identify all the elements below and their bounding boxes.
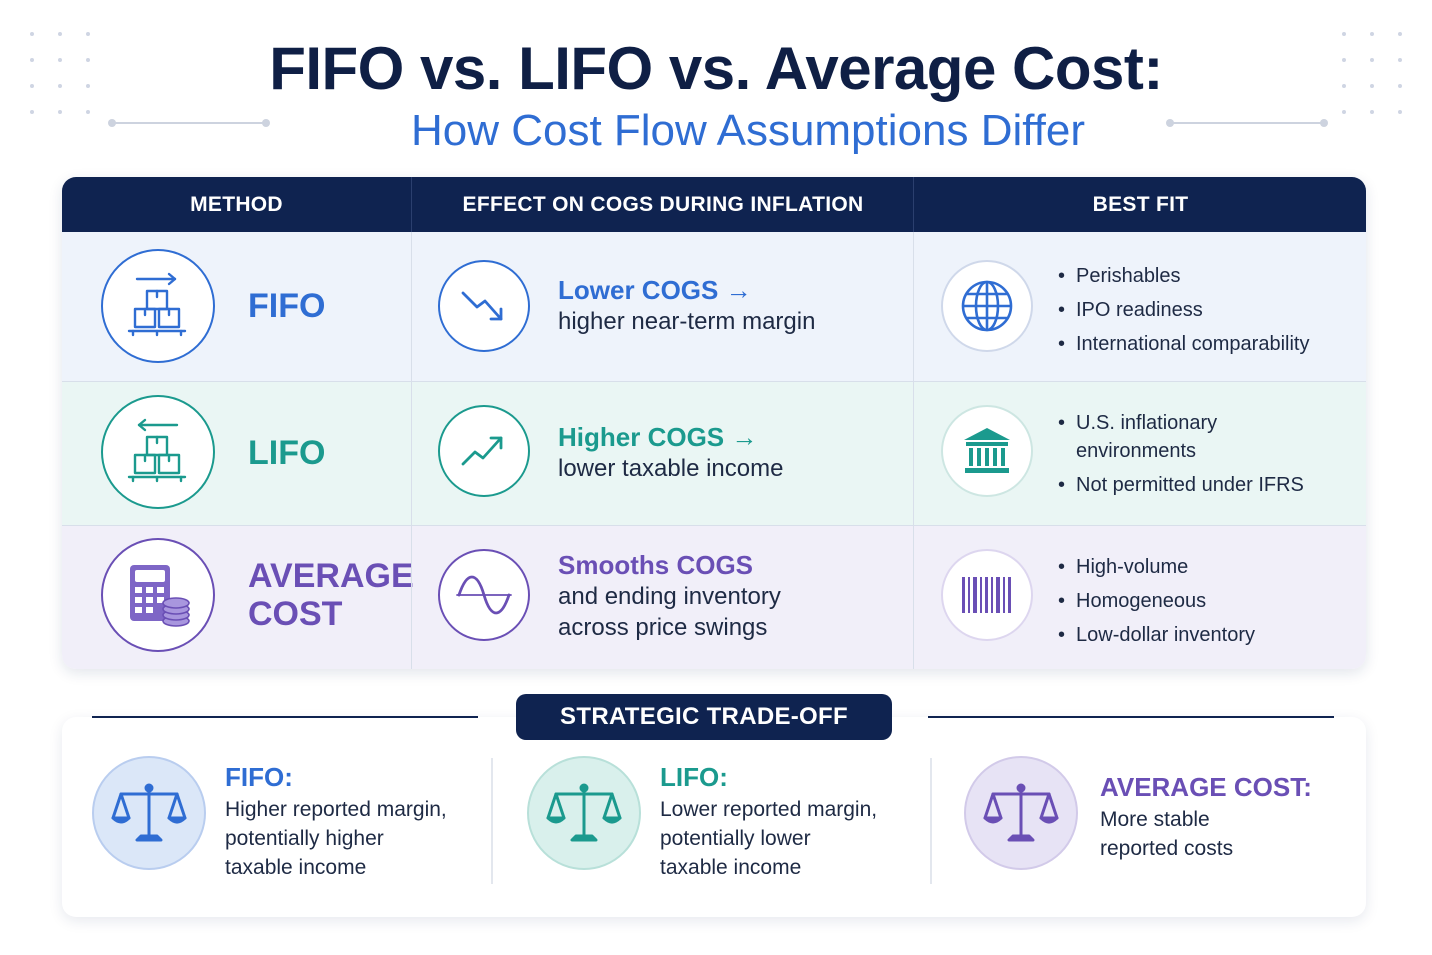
tradeoff-head-fifo: FIFO:	[225, 762, 293, 792]
calculator-coins-icon	[101, 538, 215, 652]
decorative-line-left	[108, 119, 270, 127]
effect-sub-average-cost: and ending inventory	[558, 583, 781, 610]
balance-scale-icon	[527, 756, 641, 870]
column-header-best-fit: BEST FIT	[913, 177, 1366, 232]
tradeoff-divider	[930, 758, 932, 884]
list-item: Not permitted under IFRS	[1058, 471, 1308, 499]
trend-down-icon	[438, 260, 530, 352]
column-header-method: METHOD	[190, 193, 283, 216]
list-item: Perishables	[1058, 262, 1348, 290]
effect-sub-lifo: lower taxable income	[558, 455, 784, 482]
balance-scale-icon	[92, 756, 206, 870]
trend-up-icon	[438, 405, 530, 497]
page-subtitle: How Cost Flow Assumptions Differ	[410, 106, 1086, 155]
tradeoff-head-lifo: LIFO:	[660, 762, 728, 792]
effect-head-average-cost: Smooths COGS	[558, 550, 754, 580]
list-item: Homogeneous	[1058, 587, 1348, 615]
tradeoff-divider	[491, 758, 493, 884]
effect-head-lifo: Higher COGS →	[558, 422, 758, 452]
globe-icon	[941, 260, 1033, 352]
list-item: High-volume	[1058, 553, 1348, 581]
table-row-lifo: LIFO Higher COGS → lower taxable income …	[62, 381, 1366, 525]
comparison-table: METHOD EFFECT ON COGS DURING INFLATION B…	[62, 177, 1366, 669]
column-divider	[913, 232, 914, 669]
method-name-fifo: FIFO	[248, 287, 326, 325]
decorative-dots-right	[1342, 32, 1402, 114]
row-divider	[62, 525, 1366, 526]
table-header: METHOD EFFECT ON COGS DURING INFLATION B…	[62, 177, 1366, 232]
best-fit-list-lifo: U.S. inflationary environments Not permi…	[1058, 409, 1308, 505]
effect-text-lifo: Higher COGS → lower taxable income	[558, 421, 783, 485]
effect-sub-average-cost: across price swings	[558, 614, 768, 641]
list-item: U.S. inflationary environments	[1058, 409, 1308, 465]
sine-wave-icon	[438, 549, 530, 641]
effect-head-fifo: Lower COGS →	[558, 275, 752, 305]
method-name-average-cost: AVERAGE COST	[248, 557, 414, 633]
boxes-arrow-left-icon	[101, 395, 215, 509]
effect-sub-fifo: higher near-term margin	[558, 308, 816, 335]
best-fit-list-average-cost: High-volume Homogeneous Low-dollar inven…	[1058, 553, 1348, 655]
list-item: IPO readiness	[1058, 296, 1348, 324]
tradeoff-body-fifo: Higher reported margin, potentially high…	[225, 798, 447, 879]
row-divider	[62, 381, 1366, 382]
tradeoff-head-average-cost: AVERAGE COST:	[1100, 772, 1312, 802]
effect-text-average-cost: Smooths COGS and ending inventory across…	[558, 550, 781, 643]
column-header-effect: EFFECT ON COGS DURING INFLATION	[411, 177, 914, 232]
page-title: FIFO vs. LIFO vs. Average Cost:	[269, 35, 1163, 102]
balance-scale-icon	[964, 756, 1078, 870]
decorative-dots-left	[30, 32, 90, 114]
tradeoff-rule-left	[92, 716, 478, 718]
list-item: International comparability	[1058, 330, 1348, 358]
decorative-line-right	[1166, 119, 1328, 127]
best-fit-list-fifo: Perishables IPO readiness International …	[1058, 262, 1348, 364]
tradeoff-label: STRATEGIC TRADE-OFF	[516, 694, 892, 740]
method-name-line: COST	[248, 595, 343, 633]
table-row-average-cost: AVERAGE COST Smooths COGS and ending inv…	[62, 525, 1366, 669]
list-item: Low-dollar inventory	[1058, 621, 1348, 649]
column-divider	[411, 232, 412, 669]
tradeoff-body-average-cost: More stable reported costs	[1100, 808, 1234, 860]
method-name-lifo: LIFO	[248, 434, 326, 472]
boxes-arrow-right-icon	[101, 249, 215, 363]
barcode-icon	[941, 549, 1033, 641]
bank-icon	[941, 405, 1033, 497]
table-row-fifo: FIFO Lower COGS → higher near-term margi…	[62, 232, 1366, 381]
effect-text-fifo: Lower COGS → higher near-term margin	[558, 274, 815, 338]
tradeoff-body-lifo: Lower reported margin, potentially lower…	[660, 798, 878, 879]
tradeoff-rule-right	[928, 716, 1334, 718]
method-name-line: AVERAGE	[248, 557, 414, 595]
tradeoff-card	[62, 717, 1366, 917]
